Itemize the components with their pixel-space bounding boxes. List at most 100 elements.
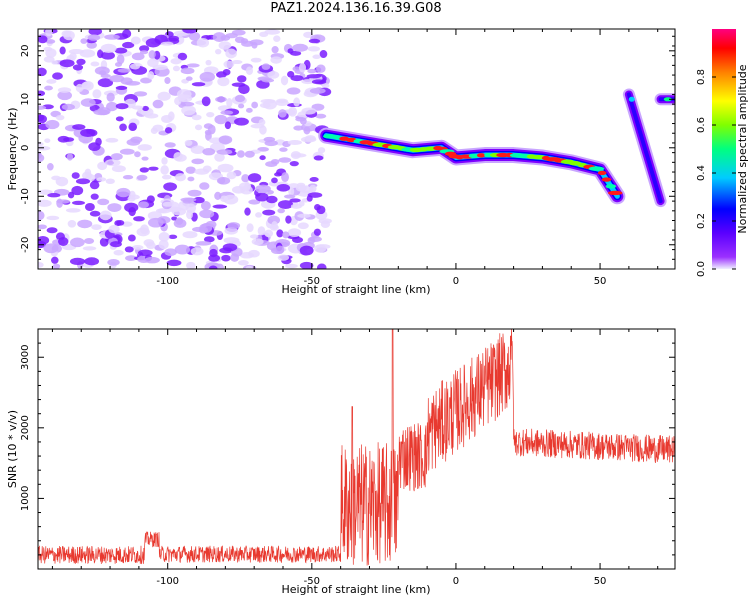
noise-blob xyxy=(172,65,181,72)
ridge-peak xyxy=(605,184,617,189)
noise-blob xyxy=(277,254,290,261)
noise-blob xyxy=(119,123,127,132)
noise-blob xyxy=(68,49,84,55)
noise-blob xyxy=(140,224,149,235)
noise-blob xyxy=(82,246,97,251)
noise-blob xyxy=(239,182,252,190)
noise-blob xyxy=(270,56,282,64)
noise-blob xyxy=(158,231,170,242)
noise-blob xyxy=(152,124,164,132)
noise-blob xyxy=(90,61,100,67)
x-tick-label: 0 xyxy=(453,576,459,587)
y-tick-label: 1000 xyxy=(20,486,31,511)
noise-blob xyxy=(238,103,245,109)
noise-blob xyxy=(77,219,93,229)
noise-blob xyxy=(186,261,196,269)
noise-blob xyxy=(137,144,152,151)
noise-blob xyxy=(115,103,129,110)
noise-blob xyxy=(259,31,269,38)
noise-blob xyxy=(226,171,237,180)
noise-blob xyxy=(321,83,330,89)
noise-blob xyxy=(47,193,61,198)
noise-blob xyxy=(160,165,169,175)
noise-blob xyxy=(124,202,139,213)
noise-blob xyxy=(107,160,114,166)
noise-blob xyxy=(44,85,53,91)
noise-blob xyxy=(245,66,254,76)
y-tick-label: 0 xyxy=(20,145,31,151)
noise-blob xyxy=(137,201,150,209)
noise-blob xyxy=(88,29,103,36)
noise-blob xyxy=(38,224,47,230)
noise-blob xyxy=(126,138,141,146)
noise-blob xyxy=(45,119,60,130)
noise-blob xyxy=(122,174,134,180)
noise-blob xyxy=(47,162,54,171)
noise-blob xyxy=(38,235,50,245)
streak-peak xyxy=(663,97,672,102)
noise-blob xyxy=(257,226,266,236)
noise-blob xyxy=(267,215,281,225)
noise-blob xyxy=(267,71,280,79)
noise-blob xyxy=(289,160,299,167)
noise-blob xyxy=(89,210,101,217)
noise-blob xyxy=(218,135,233,145)
noise-blob xyxy=(75,83,84,93)
noise-blob xyxy=(158,239,169,250)
noise-blob xyxy=(287,139,302,145)
noise-blob xyxy=(276,183,291,192)
noise-blob xyxy=(131,105,144,110)
noise-blob xyxy=(147,71,155,80)
noise-blob xyxy=(191,158,205,165)
noise-blob xyxy=(84,168,92,177)
noise-blob xyxy=(87,34,101,41)
noise-blob xyxy=(134,151,141,158)
noise-blob xyxy=(122,41,135,49)
noise-blob xyxy=(223,194,239,205)
noise-blob xyxy=(231,82,246,87)
noise-blob xyxy=(108,225,120,234)
noise-blob xyxy=(58,237,69,246)
noise-blob xyxy=(148,166,159,171)
noise-blob xyxy=(127,196,136,202)
noise-blob xyxy=(110,241,122,248)
noise-blob xyxy=(140,77,152,84)
noise-blob xyxy=(104,34,120,40)
noise-blob xyxy=(43,46,53,52)
noise-blob xyxy=(279,147,288,152)
noise-blob xyxy=(56,199,71,204)
noise-blob xyxy=(38,189,53,195)
noise-blob xyxy=(93,109,110,116)
noise-blob xyxy=(117,68,131,73)
noise-blob xyxy=(295,184,307,192)
noise-blob xyxy=(255,184,271,194)
noise-blob xyxy=(307,68,317,74)
noise-blob xyxy=(216,177,231,185)
ridge-peak xyxy=(484,152,493,158)
noise-blob xyxy=(297,213,311,218)
noise-blob xyxy=(217,163,234,173)
noise-blob xyxy=(177,52,188,61)
noise-blob xyxy=(52,263,61,269)
noise-blob xyxy=(80,128,96,137)
snr-series-line xyxy=(38,329,675,566)
noise-blob xyxy=(67,219,77,228)
y-tick-label: -10 xyxy=(20,188,31,204)
noise-blob xyxy=(231,60,243,65)
noise-blob xyxy=(277,200,294,209)
noise-blob xyxy=(248,199,261,205)
noise-blob xyxy=(38,153,45,163)
colorbar-gradient xyxy=(712,29,736,269)
noise-blob xyxy=(175,217,184,225)
noise-blob xyxy=(281,172,289,183)
colorbar-tick-label: 0.0 xyxy=(696,261,707,277)
noise-blob xyxy=(128,122,138,132)
noise-blob xyxy=(161,157,168,165)
noise-blob xyxy=(107,203,122,212)
noise-blob xyxy=(260,98,276,104)
noise-blob xyxy=(38,67,47,77)
noise-blob xyxy=(173,151,183,161)
noise-blob xyxy=(164,142,176,148)
noise-blob xyxy=(76,58,86,66)
noise-blob xyxy=(234,117,249,126)
